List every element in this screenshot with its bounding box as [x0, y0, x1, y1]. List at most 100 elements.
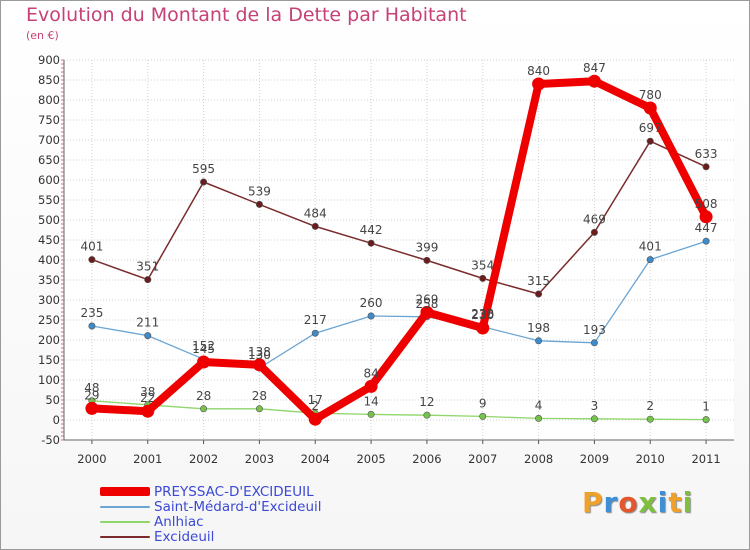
data-label-0: 780 — [639, 88, 662, 102]
series-point-1 — [311, 329, 319, 337]
legend-label: Excideuil — [154, 528, 215, 545]
chart-subtitle: (en €) — [26, 29, 59, 42]
data-label-0: 847 — [583, 61, 606, 75]
data-label-0: 2 — [311, 399, 319, 413]
data-label-3: 315 — [527, 274, 550, 288]
y-tick-label: 700 — [38, 133, 60, 147]
series-point-2 — [590, 415, 598, 423]
data-label-1: 211 — [136, 316, 159, 330]
y-tick-label: 450 — [38, 233, 60, 247]
legend-label: Saint-Médard-d'Excideuil — [154, 498, 322, 515]
y-tick-label: 250 — [38, 313, 60, 327]
series-point-0 — [364, 379, 378, 393]
series-point-3 — [646, 137, 654, 145]
data-label-3: 539 — [248, 184, 271, 198]
y-tick-label: 300 — [38, 293, 60, 307]
y-tick-label: 800 — [38, 93, 60, 107]
y-tick-label: 650 — [38, 153, 60, 167]
legend-swatch — [100, 535, 150, 538]
series-point-0 — [252, 358, 266, 372]
legend-label: Anlhiac — [154, 513, 204, 530]
legend-entry: PREYSSAC-D'EXCIDEUIL — [100, 483, 314, 500]
y-tick-label: 400 — [38, 253, 60, 267]
data-label-1: 130 — [248, 348, 271, 362]
series-point-2 — [646, 415, 654, 423]
data-label-2: 48 — [84, 381, 99, 395]
series-point-3 — [535, 290, 543, 298]
x-tick-label: 2001 — [133, 452, 162, 466]
data-label-2: 2 — [646, 399, 654, 413]
data-label-0: 138 — [248, 345, 271, 359]
x-tick-label: 2002 — [189, 452, 218, 466]
data-label-0: 269 — [415, 292, 438, 306]
data-label-0: 145 — [192, 342, 215, 356]
series-point-1 — [535, 337, 543, 345]
y-tick-label: 550 — [38, 193, 60, 207]
series-point-2 — [535, 414, 543, 422]
legend-entry: Saint-Médard-d'Excideuil — [100, 498, 322, 515]
data-label-1: 193 — [583, 323, 606, 337]
x-tick-label: 2011 — [691, 452, 720, 466]
series-point-2 — [200, 405, 208, 413]
x-tick-label: 2000 — [77, 452, 106, 466]
plot-area — [64, 60, 734, 440]
series-point-1 — [702, 237, 710, 245]
y-tick-label: 600 — [38, 173, 60, 187]
data-label-1: 152 — [192, 339, 215, 353]
series-point-2 — [702, 416, 710, 424]
y-tick-label: 100 — [38, 373, 60, 387]
data-label-1: 447 — [695, 221, 718, 235]
series-line-2 — [91, 400, 707, 421]
y-tick-label: 500 — [38, 213, 60, 227]
series-point-1 — [144, 332, 152, 340]
x-tick-label: 2007 — [468, 452, 497, 466]
data-label-3: 595 — [192, 162, 215, 176]
data-label-1: 235 — [80, 306, 103, 320]
series-point-0 — [476, 321, 490, 335]
series-point-3 — [144, 276, 152, 284]
x-tick-label: 2010 — [636, 452, 665, 466]
legend-label: PREYSSAC-D'EXCIDEUIL — [154, 483, 314, 500]
x-tick-label: 2003 — [245, 452, 274, 466]
data-label-2: 28 — [252, 389, 267, 403]
series-point-0 — [197, 355, 211, 369]
x-tick-label: 2005 — [356, 452, 385, 466]
x-tick-label: 2006 — [412, 452, 441, 466]
data-label-0: 84 — [363, 366, 378, 380]
x-tick-label: 2004 — [301, 452, 330, 466]
series-point-0 — [587, 74, 601, 88]
y-tick-label: 750 — [38, 113, 60, 127]
y-tick-label: 150 — [38, 353, 60, 367]
series-point-0 — [532, 77, 546, 91]
series-line-0 — [87, 77, 711, 424]
series-point-0 — [85, 401, 99, 415]
data-label-3: 351 — [136, 260, 159, 274]
x-tick-label: 2008 — [524, 452, 553, 466]
data-label-2: 4 — [535, 398, 543, 412]
y-tick-label: 850 — [38, 73, 60, 87]
data-label-3: 442 — [360, 223, 383, 237]
data-label-1: 258 — [415, 297, 438, 311]
data-label-2: 1 — [702, 400, 710, 414]
series-point-1 — [646, 256, 654, 264]
data-label-0: 230 — [471, 308, 494, 322]
series-point-1 — [590, 339, 598, 347]
data-label-3: 399 — [415, 240, 438, 254]
series-point-2 — [423, 411, 431, 419]
series-point-3 — [479, 274, 487, 282]
data-label-2: 17 — [308, 393, 323, 407]
series-point-2 — [479, 412, 487, 420]
series-point-2 — [255, 405, 263, 413]
series-line-1 — [91, 240, 707, 369]
data-label-2: 28 — [196, 389, 211, 403]
data-label-0: 840 — [527, 64, 550, 78]
data-label-3: 484 — [304, 206, 327, 220]
data-label-2: 9 — [479, 396, 487, 410]
chart-title: Evolution du Montant de la Dette par Hab… — [26, 4, 467, 26]
series-point-2 — [367, 410, 375, 418]
data-label-1: 233 — [471, 307, 494, 321]
legend-swatch — [100, 487, 150, 496]
series-point-3 — [200, 178, 208, 186]
y-tick-label: 0 — [53, 413, 60, 427]
y-tick-label: 350 — [38, 273, 60, 287]
